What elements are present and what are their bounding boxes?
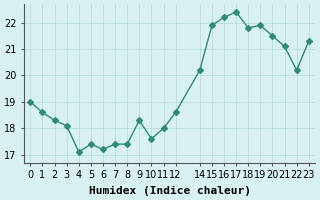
X-axis label: Humidex (Indice chaleur): Humidex (Indice chaleur) — [89, 186, 251, 196]
